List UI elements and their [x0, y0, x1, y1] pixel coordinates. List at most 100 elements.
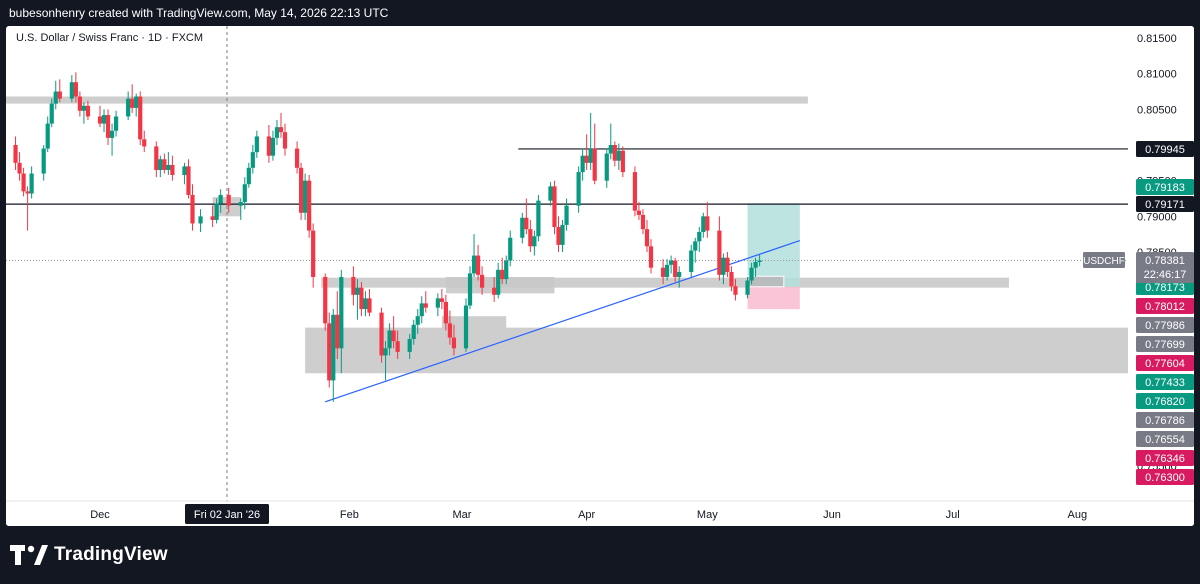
candle-body-30 [166, 164, 171, 170]
price-label-bg-8 [1136, 374, 1194, 390]
candle-body-115 [660, 267, 666, 277]
candle-body-27 [154, 146, 159, 170]
price-label-6: 0.77699 [1145, 339, 1185, 351]
candle-body-103 [588, 148, 593, 163]
author-credit: bubesonhenry created with TradingView.co… [9, 6, 389, 20]
candle-body-117 [669, 260, 674, 265]
candle-body-97 [556, 227, 561, 245]
candle-body-119 [677, 271, 682, 277]
candle-body-90 [520, 217, 525, 238]
candle-body-129 [733, 286, 738, 295]
candle-body-79 [451, 337, 457, 349]
price-label-bg-9 [1136, 393, 1194, 409]
candle-body-20 [109, 130, 115, 138]
candle-body-19 [105, 115, 111, 138]
candle-body-14 [77, 96, 82, 111]
candle-body-15 [81, 105, 87, 111]
x-tick-label-0: Dec [90, 509, 110, 521]
candle-body-82 [471, 255, 477, 274]
candle-body-6 [29, 173, 34, 194]
price-label-bg-10 [1136, 412, 1194, 428]
y-tick-label-0: 0.81500 [1137, 33, 1177, 45]
candle-body-110 [632, 172, 638, 211]
x-tick-label-5: Jun [823, 509, 841, 521]
price-label-bg-5 [1136, 317, 1194, 333]
candle-body-81 [467, 273, 473, 306]
candle-body-88 [504, 260, 509, 280]
candle-body-37 [214, 203, 219, 220]
candle-body-112 [640, 214, 646, 230]
time-axis-bg [6, 501, 1194, 526]
zone-5 [441, 316, 507, 329]
candle-body-70 [407, 339, 412, 352]
chart-title: U.S. Dollar / Swiss Franc · 1D · FXCM [16, 32, 204, 44]
candle-body-130 [745, 280, 750, 295]
y-tick-label-2: 0.80500 [1137, 104, 1177, 116]
zone-4 [305, 327, 1194, 374]
candlestick-chart[interactable]: 0.815000.810000.805000.795000.790000.785… [6, 26, 1194, 526]
candle-body-99 [564, 205, 569, 225]
x-tick-label-4: May [697, 509, 718, 521]
candle-body-13 [73, 82, 78, 97]
candle-body-22 [126, 98, 131, 117]
candle-body-33 [186, 166, 191, 195]
candle-body-96 [552, 186, 557, 228]
price-label-7: 0.77604 [1145, 358, 1185, 370]
current-price-bg [1136, 252, 1194, 283]
candle-body-47 [274, 127, 280, 138]
candle-body-91 [524, 217, 529, 230]
candle-body-25 [138, 96, 143, 140]
chart-header: bubesonhenry created with TradingView.co… [0, 0, 1200, 26]
candle-body-107 [612, 145, 617, 161]
price-label-bg-12 [1136, 450, 1194, 466]
price-label-bg-0 [1136, 141, 1194, 157]
brand-name: TradingView [54, 544, 168, 565]
price-label-9: 0.76820 [1145, 396, 1185, 408]
candle-body-113 [644, 229, 650, 247]
brand[interactable]: TradingView [10, 544, 168, 566]
time-axis: Dec Feb Mar Apr May Jun Jul Aug Fri 02 Jan '26 [6, 500, 1194, 526]
candle-body-21 [113, 116, 119, 131]
candle-body-78 [447, 323, 453, 338]
candle-body-23 [130, 98, 135, 108]
candle-body-121 [693, 241, 698, 251]
candle-body-106 [608, 145, 613, 154]
price-label-11: 0.76554 [1145, 434, 1185, 446]
candle-body-10 [53, 91, 58, 104]
candle-body-28 [158, 159, 163, 170]
candle-body-92 [528, 229, 533, 247]
candle-body-77 [443, 301, 448, 324]
candle-body-87 [500, 269, 505, 280]
candle-body-128 [729, 271, 734, 287]
candle-body-69 [395, 341, 400, 352]
candle-body-2 [13, 145, 18, 163]
candle-body-18 [101, 115, 107, 124]
x-tick-label-2: Mar [453, 509, 472, 521]
candle-body-49 [282, 132, 288, 149]
candle-body-48 [278, 127, 284, 133]
chart-panel[interactable]: 0.815000.810000.805000.795000.790000.785… [6, 26, 1194, 526]
price-axis: 0.815000.810000.805000.795000.790000.785… [1083, 26, 1194, 526]
price-label-5: 0.77986 [1145, 320, 1185, 332]
zone-2 [321, 277, 1009, 288]
candle-body-125 [717, 230, 722, 275]
position-stop-box [747, 286, 800, 310]
candle-body-72 [415, 316, 420, 325]
candle-body-80 [463, 305, 469, 349]
x-tick-label-7: Aug [1068, 509, 1088, 521]
candle-body-12 [69, 82, 74, 99]
candle-body-116 [664, 264, 670, 277]
candle-body-53 [307, 180, 312, 231]
candle-body-75 [435, 298, 440, 308]
y-tick-label-1: 0.81000 [1137, 69, 1177, 81]
price-label-8: 0.77433 [1145, 377, 1185, 389]
candle-body-132 [753, 261, 758, 268]
countdown-label: 22:46:17 [1144, 269, 1187, 281]
price-label-2: 0.79171 [1145, 199, 1185, 211]
zone-0 [6, 96, 808, 104]
candle-body-105 [604, 153, 609, 181]
footer-bar [0, 526, 1200, 584]
candle-body-38 [218, 194, 223, 204]
candle-body-3 [17, 162, 22, 174]
candle-body-56 [327, 323, 332, 381]
